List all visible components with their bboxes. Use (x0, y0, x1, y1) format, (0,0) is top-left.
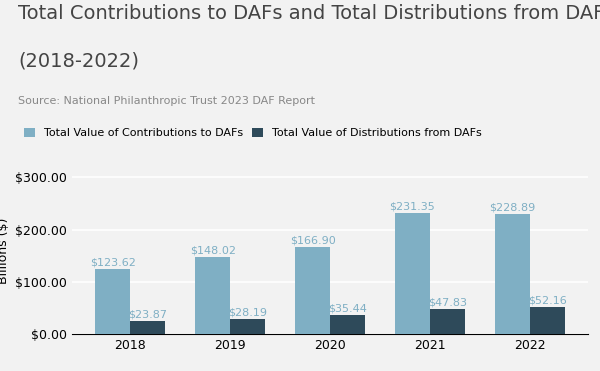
Bar (330, 315, 365, 334)
Text: $231.35: $231.35 (389, 201, 435, 211)
Bar (295, 247, 330, 334)
Text: $35.44: $35.44 (328, 304, 367, 314)
Y-axis label: Billions ($): Billions ($) (0, 217, 10, 283)
Bar (130, 321, 166, 334)
Text: $47.83: $47.83 (428, 298, 467, 308)
Bar (395, 213, 430, 334)
Text: $123.62: $123.62 (90, 258, 136, 268)
Text: $28.19: $28.19 (228, 308, 267, 318)
Bar (494, 214, 530, 334)
Text: Source: National Philanthropic Trust 2023 DAF Report: Source: National Philanthropic Trust 202… (18, 96, 315, 106)
Bar (230, 319, 265, 334)
Text: Total Contributions to DAFs and Total Distributions from DAFs: Total Contributions to DAFs and Total Di… (18, 4, 600, 23)
Bar (530, 307, 565, 334)
Text: $166.90: $166.90 (290, 235, 335, 245)
Text: $148.02: $148.02 (190, 245, 236, 255)
Text: (2018-2022): (2018-2022) (18, 52, 139, 71)
Text: $23.87: $23.87 (128, 310, 167, 320)
Legend: Total Value of Contributions to DAFs, Total Value of Distributions from DAFs: Total Value of Contributions to DAFs, To… (23, 128, 481, 138)
Text: $228.89: $228.89 (489, 203, 535, 213)
Text: $52.16: $52.16 (528, 295, 566, 305)
Bar (95, 269, 130, 334)
Bar (430, 309, 465, 334)
Bar (195, 257, 230, 334)
